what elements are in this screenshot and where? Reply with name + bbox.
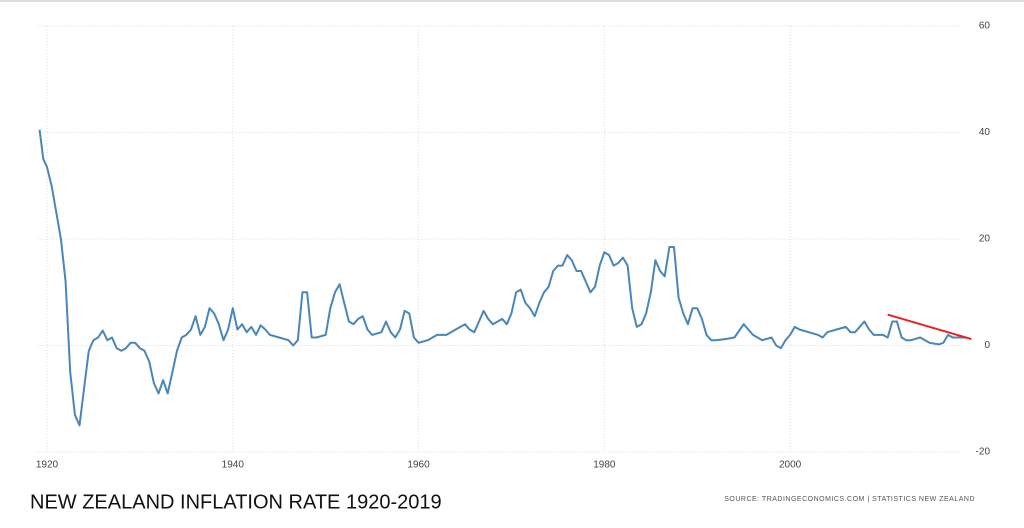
y-tick-label: 60 (979, 21, 991, 32)
source: SOURCE: TRADINGECONOMICS.COM | STATISTIC… (724, 496, 975, 503)
x-tick-label: 1960 (407, 460, 430, 471)
x-tick-label: 2000 (779, 460, 802, 471)
y-tick-label: 0 (984, 340, 990, 351)
x-tick-label: 1940 (222, 460, 245, 471)
chart-title: NEW ZEALAND INFLATION RATE 1920-2019 (30, 491, 442, 513)
series-line (887, 313, 972, 341)
series-line (38, 129, 967, 427)
x-tick-label: 1920 (36, 460, 59, 471)
y-tick-label: 20 (979, 234, 991, 245)
x-tick-label: 1980 (593, 460, 616, 471)
y-tick-label: 40 (979, 127, 991, 138)
y-tick-label: -20 (976, 447, 991, 458)
